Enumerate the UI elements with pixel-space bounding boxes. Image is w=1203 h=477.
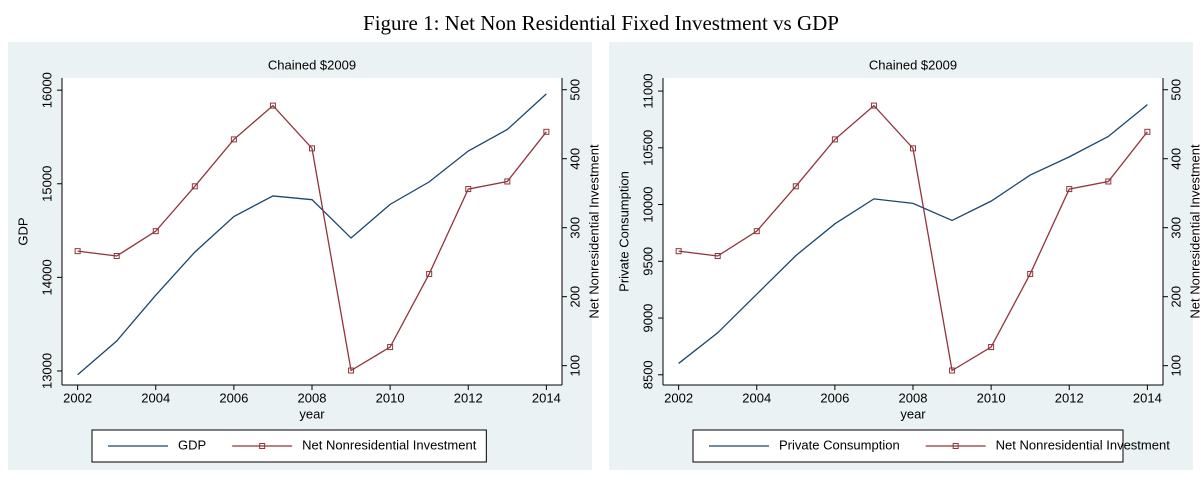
legend-label: Private Consumption: [779, 437, 900, 452]
point-marker: [387, 344, 394, 351]
y-tick-label: 9000: [640, 304, 655, 333]
y2-tick-label: 200: [567, 286, 582, 308]
point-marker: [831, 136, 838, 143]
series-line: [678, 104, 1148, 364]
legend-marker: [952, 443, 959, 449]
x-tick-label: 2004: [141, 390, 170, 405]
legend: Private Consumption Net Nonresidential In…: [692, 429, 1171, 463]
x-tick-label: 2004: [742, 390, 771, 405]
series-line: [77, 93, 547, 376]
point-marker: [309, 145, 315, 152]
point-marker: [753, 228, 760, 235]
panel-title: Chained $2009: [869, 57, 957, 72]
point-marker: [1027, 270, 1034, 277]
y-tick-label: 15000: [39, 166, 54, 202]
x-tick-label: 2008: [298, 390, 327, 405]
x-tick-label: 2010: [977, 390, 1006, 405]
y-axis-label: GDP: [15, 217, 30, 245]
x-tick-label: 2002: [63, 390, 92, 405]
y2-axis-label: Net Nonresidential Investment: [586, 144, 601, 319]
x-tick-label: 2008: [899, 390, 928, 405]
point-marker: [269, 102, 276, 109]
point-marker: [543, 128, 550, 135]
y-tick-label: 8500: [640, 360, 655, 389]
point-marker: [152, 228, 159, 235]
y2-tick-label: 500: [567, 79, 582, 101]
point-marker: [348, 367, 355, 374]
y-tick-label: 13000: [39, 353, 54, 389]
point-marker: [675, 248, 682, 255]
point-marker: [988, 344, 995, 351]
y2-tick-label: 100: [1168, 355, 1183, 377]
figure-title: Figure 1: Net Non Residential Fixed Inve…: [363, 11, 839, 35]
point-marker: [504, 178, 511, 185]
legend-marker: [259, 443, 266, 449]
x-tick-label: 2012: [454, 390, 483, 405]
y2-tick-label: 300: [567, 217, 582, 239]
point-marker: [74, 248, 81, 255]
y2-tick-label: 500: [1168, 79, 1183, 101]
point-marker: [870, 102, 877, 109]
x-axis-label: year: [299, 406, 325, 421]
y2-tick-label: 200: [1168, 286, 1183, 308]
point-marker: [792, 183, 799, 190]
y-tick-label: 9500: [640, 247, 655, 276]
y-tick-label: 14000: [39, 259, 54, 295]
legend-label: Net Nonresidential Investment: [302, 437, 477, 452]
y2-tick-label: 400: [567, 148, 582, 170]
y-tick-label: 10500: [640, 130, 655, 166]
point-marker: [230, 136, 237, 143]
y-axis-label: Private Consumption: [616, 171, 631, 292]
y-tick-label: 10000: [640, 186, 655, 222]
legend-label: Net Nonresidential Investment: [996, 437, 1171, 452]
plot-area: [62, 78, 562, 385]
x-tick-label: 2006: [219, 390, 248, 405]
x-tick-label: 2006: [820, 390, 849, 405]
x-tick-label: 2002: [664, 390, 693, 405]
point-marker: [1144, 128, 1151, 135]
legend-label: GDP: [178, 437, 206, 452]
y2-axis-label: Net Nonresidential Investment: [1187, 144, 1202, 319]
y2-tick-label: 300: [1168, 217, 1183, 239]
panel-title: Chained $2009: [268, 57, 356, 72]
point-marker: [1105, 178, 1112, 185]
point-marker: [949, 367, 956, 374]
series-line: [77, 104, 547, 372]
series-line: [678, 104, 1148, 372]
point-marker: [714, 252, 721, 259]
x-axis-label: year: [900, 406, 926, 421]
point-marker: [465, 186, 472, 193]
y2-tick-label: 400: [1168, 148, 1183, 170]
point-marker: [191, 183, 198, 190]
y-tick-label: 16000: [39, 72, 54, 108]
legend: GDP Net Nonresidential Investment: [91, 429, 487, 463]
x-tick-label: 2014: [532, 390, 561, 405]
x-tick-label: 2012: [1055, 390, 1084, 405]
point-marker: [113, 252, 120, 259]
point-marker: [910, 145, 916, 152]
y-tick-label: 11000: [640, 73, 655, 108]
x-tick-label: 2014: [1133, 390, 1162, 405]
point-marker: [426, 270, 433, 277]
y2-tick-label: 100: [567, 355, 582, 377]
plot-area: [663, 78, 1163, 385]
point-marker: [1066, 186, 1073, 193]
x-tick-label: 2010: [376, 390, 405, 405]
